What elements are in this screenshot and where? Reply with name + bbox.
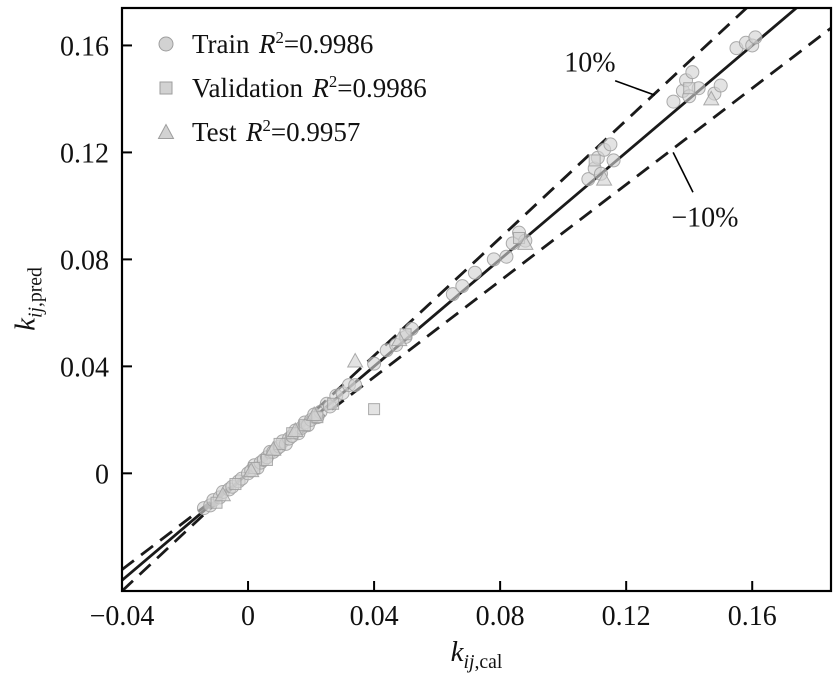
y-axis-subscript: ij,pred [24, 267, 46, 318]
square-data-point [368, 403, 381, 416]
scatter-points [196, 30, 763, 516]
square-data-point [260, 453, 273, 466]
legend-train-r2-value: =0.9986 [283, 28, 374, 59]
triangle-data-point [305, 405, 323, 421]
square-data-point [298, 419, 311, 432]
legend-test-name: Test [192, 116, 237, 147]
annotation-text: −10% [671, 203, 738, 234]
legend-label-validation: Validation R2=0.9986 [192, 71, 427, 103]
y-axis-label: kij,pred [9, 267, 47, 331]
x-tick-label: −0.04 [90, 601, 155, 632]
square-data-point [327, 397, 340, 410]
circle-data-point [455, 279, 470, 294]
circle-data-point [499, 249, 514, 264]
triangle-data-point [346, 352, 364, 368]
x-axis-ticks: −0.04 0 0.04 0.08 0.12 0.16 [90, 581, 777, 632]
triangle-data-point [595, 170, 613, 186]
circle-marker-icon [158, 36, 174, 52]
legend-validation-r-symbol: R [312, 72, 329, 103]
legend-item-train: Train R2=0.9986 [156, 26, 427, 62]
legend-train-r-exponent: 2 [275, 27, 284, 47]
triangle-data-point [702, 90, 720, 106]
y-tick-label: 0.04 [60, 352, 109, 383]
triangle-marker-icon [157, 123, 175, 139]
plus-10-percent-line [122, 8, 749, 591]
circle-data-point [445, 287, 460, 302]
triangle-data-point [516, 234, 534, 250]
legend-validation-r-exponent: 2 [328, 71, 338, 91]
y-tick-label: 0.08 [60, 245, 109, 276]
y-axis-symbol: k [9, 318, 42, 331]
legend-label-train: Train R2=0.9986 [192, 27, 374, 59]
annotation-leader-line [672, 152, 694, 193]
x-tick-label: 0.12 [602, 601, 651, 632]
square-data-point [588, 154, 601, 167]
series-test-points [214, 90, 720, 502]
circle-data-point [581, 172, 596, 187]
circle-data-point [685, 65, 700, 80]
legend-label-test: Test R2=0.9957 [192, 115, 361, 147]
square-data-point [229, 478, 242, 491]
legend-train-r-symbol: R [258, 28, 276, 59]
y-axis-ticks: 0 0.04 0.08 0.12 0.16 [60, 31, 132, 490]
circle-data-point [367, 356, 382, 371]
x-axis-label: kij,cal [122, 636, 831, 672]
square-data-point [683, 82, 696, 95]
circle-data-point [666, 94, 681, 109]
y-axis-subscript-roman: ,pred [24, 267, 47, 308]
annotations: 10% −10% [564, 47, 738, 233]
circle-data-point [603, 137, 618, 152]
legend-item-test: Test R2=0.9957 [156, 114, 427, 150]
x-axis-subscript: ij,cal [464, 651, 503, 673]
x-tick-label: 0.16 [728, 601, 777, 632]
annotation-text: 10% [564, 47, 615, 78]
legend-validation-name: Validation [192, 72, 303, 103]
annotation-leader-line [614, 79, 656, 96]
x-axis-subscript-italic: ij [463, 650, 475, 673]
x-tick-label: 0.08 [476, 601, 525, 632]
triangle-data-point [214, 486, 232, 502]
legend-test-r-symbol: R [246, 116, 263, 147]
legend-train-name: Train [192, 28, 250, 59]
circle-data-point [486, 252, 501, 267]
chart-legend: Train R2=0.9986 Validation R2=0.9986 Test R… [156, 26, 427, 150]
circle-data-point [606, 153, 621, 168]
x-axis-symbol: k [450, 636, 464, 668]
x-tick-label: 0 [241, 601, 255, 632]
legend-test-r2-value: =0.9957 [270, 116, 361, 147]
y-axis-subscript-italic: ij [24, 307, 47, 319]
circle-data-point [713, 78, 728, 93]
legend-validation-r2-value: =0.9986 [337, 72, 427, 103]
circle-data-point [348, 378, 363, 393]
triangle-data-point [286, 422, 304, 438]
y-tick-label: 0.12 [60, 138, 109, 169]
circle-data-point [748, 30, 763, 45]
square-marker-icon [159, 81, 173, 95]
x-tick-label: 0.04 [350, 601, 399, 632]
triangle-data-point [390, 331, 408, 347]
circle-data-point [467, 265, 482, 280]
y-tick-label: 0 [95, 459, 109, 490]
triangle-data-point [264, 440, 282, 456]
plot-frame [120, 6, 833, 593]
legend-test-r-exponent: 2 [262, 115, 271, 135]
legend-item-validation: Validation R2=0.9986 [156, 70, 427, 106]
triangle-data-point [242, 462, 260, 478]
y-tick-label: 0.16 [60, 31, 109, 62]
square-data-point [210, 496, 223, 509]
x-axis-subscript-roman: ,cal [474, 650, 503, 673]
